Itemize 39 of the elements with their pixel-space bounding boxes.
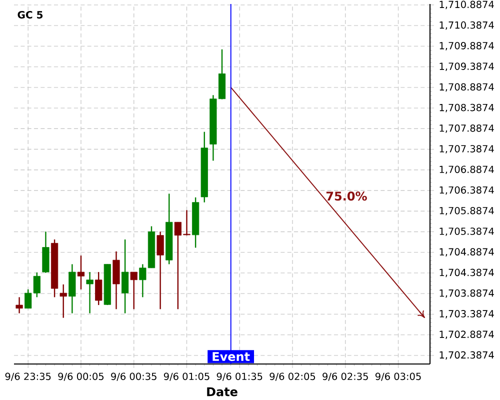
x-tick-label: 9/6 00:35 xyxy=(111,372,156,381)
y-tick-label: 1,709.3874 xyxy=(440,62,494,71)
candlestick xyxy=(112,250,120,310)
candlestick xyxy=(122,238,129,314)
y-tick-label: 1,704.3874 xyxy=(440,268,494,278)
x-tick-label: 9/6 23:35 xyxy=(5,372,51,381)
y-tick-label: 1,703.3874 xyxy=(440,310,494,318)
y-tick-label: 1,710.3874 xyxy=(440,21,494,30)
candlestick xyxy=(77,254,85,290)
y-tick-label: 1,702.8874 xyxy=(440,330,494,340)
y-tick-label: 1,705.3874 xyxy=(440,228,494,236)
y-tick-label: 1,706.8874 xyxy=(440,166,494,174)
y-tick-label: 1,708.3874 xyxy=(440,104,494,112)
candlestick xyxy=(86,271,94,314)
candlestick xyxy=(60,284,67,318)
candlestick xyxy=(156,231,164,310)
y-tick-label: 1,708.8874 xyxy=(440,83,494,92)
candlestick xyxy=(130,271,138,310)
x-tick-label: 9/6 00:05 xyxy=(58,372,104,381)
y-tick-label: 1,707.3874 xyxy=(440,145,494,154)
candlestick xyxy=(16,296,23,314)
x-tick-label: 9/6 01:05 xyxy=(164,372,210,381)
annotation: 75.0% xyxy=(326,192,367,201)
y-tick-label: 1,707.8874 xyxy=(440,124,494,133)
y-tick-label: 1,702.3874 xyxy=(440,351,494,360)
x-tick-label: 9/6 03:05 xyxy=(375,372,421,381)
x-tick-label: 9/6 02:35 xyxy=(322,372,368,381)
x-tick-label: 9/6 01:35 xyxy=(216,372,262,381)
y-tick-label: 1,704.8874 xyxy=(440,248,494,257)
y-tick-label: 1,709.8874 xyxy=(440,42,494,50)
x-tick-label: 9/6 02:05 xyxy=(270,372,316,381)
y-tick-label: 1,706.3874 xyxy=(440,186,494,195)
ref-line-label: Event xyxy=(212,352,250,362)
text: GC 5 xyxy=(18,10,43,19)
candlestick xyxy=(95,271,102,306)
y-tick-label: 1,703.8874 xyxy=(440,289,494,298)
x-axis-title: Date xyxy=(207,387,238,396)
y-tick-label: 1,710.8874 xyxy=(440,0,494,10)
y-tick-label: 1,705.8874 xyxy=(440,206,494,216)
